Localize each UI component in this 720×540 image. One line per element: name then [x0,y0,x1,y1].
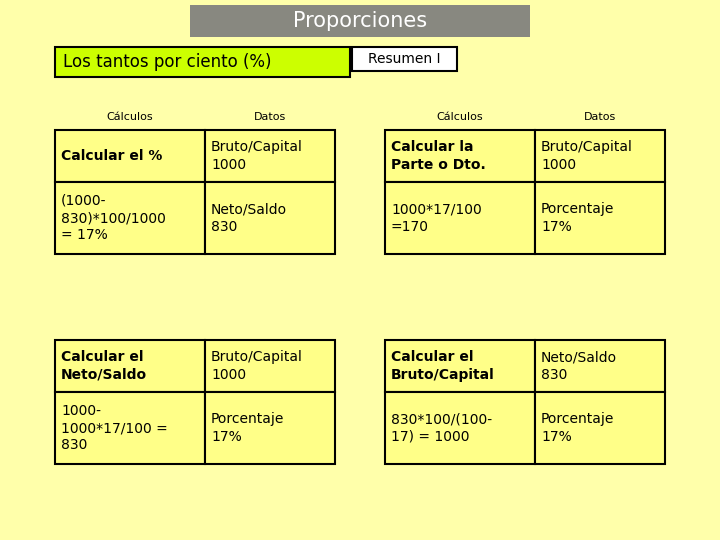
Text: Bruto/Capital
1000: Bruto/Capital 1000 [541,140,633,172]
FancyBboxPatch shape [205,182,335,254]
FancyBboxPatch shape [205,340,335,392]
Text: Porcentaje
17%: Porcentaje 17% [541,202,614,234]
Text: Datos: Datos [254,112,286,122]
FancyBboxPatch shape [535,392,665,464]
Text: Neto/Saldo
830: Neto/Saldo 830 [541,350,617,382]
Text: 1000*17/100
=170: 1000*17/100 =170 [391,202,482,234]
FancyBboxPatch shape [55,340,205,392]
FancyBboxPatch shape [385,182,535,254]
FancyBboxPatch shape [55,130,205,182]
FancyBboxPatch shape [352,47,457,71]
FancyBboxPatch shape [385,130,535,182]
FancyBboxPatch shape [55,182,205,254]
Text: Proporciones: Proporciones [293,11,427,31]
Text: 830*100/(100-
17) = 1000: 830*100/(100- 17) = 1000 [391,413,492,444]
FancyBboxPatch shape [205,130,335,182]
FancyBboxPatch shape [55,392,205,464]
Text: Cálculos: Cálculos [107,112,153,122]
Text: Calcular el %: Calcular el % [61,149,163,163]
Text: Neto/Saldo
830: Neto/Saldo 830 [211,202,287,234]
Text: Calcular el
Neto/Saldo: Calcular el Neto/Saldo [61,350,147,382]
FancyBboxPatch shape [190,5,530,37]
FancyBboxPatch shape [535,340,665,392]
Text: (1000-
830)*100/1000
= 17%: (1000- 830)*100/1000 = 17% [61,194,166,242]
Text: Calcular la
Parte o Dto.: Calcular la Parte o Dto. [391,140,486,172]
FancyBboxPatch shape [205,392,335,464]
Text: Porcentaje
17%: Porcentaje 17% [211,413,284,444]
Text: Porcentaje
17%: Porcentaje 17% [541,413,614,444]
Text: Datos: Datos [584,112,616,122]
FancyBboxPatch shape [385,340,535,392]
Text: Resumen I: Resumen I [368,52,441,66]
FancyBboxPatch shape [55,47,350,77]
FancyBboxPatch shape [535,182,665,254]
FancyBboxPatch shape [385,392,535,464]
Text: Los tantos por ciento (%): Los tantos por ciento (%) [63,53,271,71]
Text: Bruto/Capital
1000: Bruto/Capital 1000 [211,140,303,172]
FancyBboxPatch shape [535,130,665,182]
Text: Calcular el
Bruto/Capital: Calcular el Bruto/Capital [391,350,495,382]
Text: Bruto/Capital
1000: Bruto/Capital 1000 [211,350,303,382]
Text: 1000-
1000*17/100 =
830: 1000- 1000*17/100 = 830 [61,404,168,453]
Text: Cálculos: Cálculos [437,112,483,122]
